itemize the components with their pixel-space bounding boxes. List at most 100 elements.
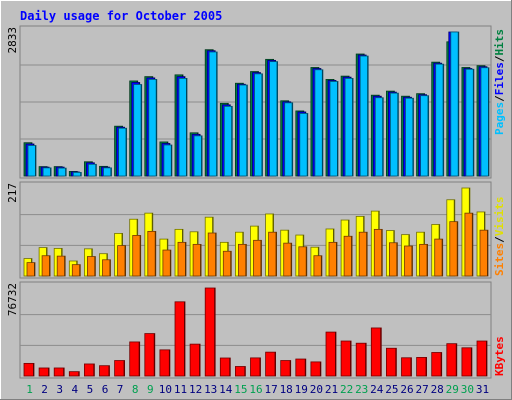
bar-kbytes-day-21 xyxy=(325,331,337,377)
bar-pages-day-22-body xyxy=(344,78,354,177)
bar-sites-day-7-body xyxy=(117,245,126,277)
bar-pages-day-1 xyxy=(27,145,37,177)
bar-sites-day-10 xyxy=(162,249,172,277)
bar-kbytes-day-8-body xyxy=(129,341,141,377)
bar-kbytes-day-11-body xyxy=(174,301,186,377)
bar-pages-day-11-body xyxy=(178,78,188,177)
bar-kbytes-day-19-body xyxy=(295,358,307,377)
bar-kbytes-day-25 xyxy=(385,347,397,377)
bar-sites-day-9 xyxy=(147,230,157,277)
bar-pages-day-2-body xyxy=(42,167,52,177)
bar-sites-day-15 xyxy=(237,243,247,277)
bar-sites-day-13-body xyxy=(207,232,217,277)
bar-kbytes-day-5-body xyxy=(84,363,95,377)
bar-pages-day-25 xyxy=(389,92,399,177)
bar-pages-day-2 xyxy=(42,167,52,177)
bar-sites-day-11-body xyxy=(177,241,187,277)
bar-pages-day-28-body xyxy=(435,63,445,177)
x-label-day-24: 24 xyxy=(370,383,384,396)
bar-kbytes-day-26 xyxy=(401,357,412,377)
bar-kbytes-day-4-body xyxy=(68,371,80,377)
bar-pages-day-15 xyxy=(238,84,248,177)
bar-kbytes-day-16 xyxy=(250,357,261,377)
bar-pages-day-27 xyxy=(420,95,430,177)
bar-pages-day-7-body xyxy=(118,127,127,177)
bar-sites-day-4 xyxy=(71,264,81,277)
bar-pages-day-4-body xyxy=(72,172,82,177)
x-label-day-13: 13 xyxy=(204,383,217,396)
bar-pages-day-19-body xyxy=(299,113,309,177)
bar-kbytes-day-28-body xyxy=(431,352,443,377)
legend-bottom: KBytes xyxy=(493,336,506,376)
chart-title: Daily usage for October 2005 xyxy=(20,9,222,23)
bar-sites-day-27 xyxy=(419,243,429,277)
x-label-day-8: 8 xyxy=(132,383,139,396)
bar-kbytes-day-18-body xyxy=(280,360,292,377)
bar-pages-day-5-body xyxy=(88,163,97,177)
x-label-day-25: 25 xyxy=(385,383,398,396)
bar-sites-day-19-body xyxy=(298,246,308,277)
x-label-day-3: 3 xyxy=(56,383,63,396)
bar-sites-day-30 xyxy=(464,212,474,277)
bar-pages-day-13-body xyxy=(208,51,218,177)
bar-kbytes-day-13 xyxy=(204,287,216,377)
x-label-day-22: 22 xyxy=(340,383,353,396)
bar-pages-day-18 xyxy=(284,102,294,177)
bar-sites-day-3-body xyxy=(56,255,66,277)
bar-kbytes-day-1-body xyxy=(23,362,35,377)
bar-kbytes-day-7 xyxy=(114,360,125,377)
bar-sites-day-14 xyxy=(222,250,232,277)
bar-sites-day-1-body xyxy=(26,262,36,277)
x-label-day-31: 31 xyxy=(476,383,489,396)
bar-sites-day-31 xyxy=(479,229,489,277)
bar-pages-day-13 xyxy=(208,51,218,177)
bar-pages-day-21 xyxy=(329,81,339,177)
x-label-day-4: 4 xyxy=(71,383,78,396)
bar-pages-day-6-body xyxy=(103,167,112,177)
bottom-panel-max-label: 76732 xyxy=(6,283,19,316)
bar-sites-day-2-body xyxy=(41,255,51,277)
bar-pages-day-6 xyxy=(103,167,112,177)
legend-sep-1: / xyxy=(493,95,506,102)
bar-kbytes-day-5 xyxy=(84,363,95,377)
bar-pages-day-28 xyxy=(435,63,445,177)
bar-sites-day-26 xyxy=(404,245,413,277)
bar-kbytes-day-12 xyxy=(189,343,201,377)
bar-kbytes-day-22-body xyxy=(340,340,352,377)
bar-pages-day-29-body xyxy=(450,31,460,177)
x-label-day-7: 7 xyxy=(117,383,124,396)
bar-sites-day-28-body xyxy=(434,238,444,277)
bar-kbytes-day-8 xyxy=(129,341,141,377)
bar-sites-day-8-body xyxy=(132,235,142,277)
bar-kbytes-day-18 xyxy=(280,360,292,377)
bar-pages-day-8-body xyxy=(133,84,143,177)
bar-sites-day-29-body xyxy=(449,221,459,277)
bar-kbytes-day-10 xyxy=(159,349,171,377)
bar-sites-day-24-body xyxy=(373,228,383,277)
bar-kbytes-day-9 xyxy=(144,333,156,377)
bar-kbytes-day-16-body xyxy=(250,357,261,377)
bar-sites-day-28 xyxy=(434,238,444,277)
bar-sites-day-26-body xyxy=(404,245,413,277)
bar-pages-day-16-body xyxy=(254,73,263,177)
bar-pages-day-18-body xyxy=(284,102,294,177)
bars-layer xyxy=(23,31,490,377)
bar-pages-day-24 xyxy=(374,97,384,177)
bar-kbytes-day-29 xyxy=(446,343,458,377)
bar-sites-day-12 xyxy=(192,243,202,277)
bar-sites-day-25 xyxy=(388,242,398,277)
bar-sites-day-9-body xyxy=(147,230,157,277)
x-label-day-26: 26 xyxy=(400,383,413,396)
bar-pages-day-14 xyxy=(223,105,233,177)
x-label-day-5: 5 xyxy=(87,383,94,396)
bar-kbytes-day-29-body xyxy=(446,343,458,377)
bar-sites-day-18-body xyxy=(283,242,293,277)
x-label-day-15: 15 xyxy=(234,383,247,396)
bar-sites-day-6-body xyxy=(102,259,111,277)
bar-pages-day-31 xyxy=(480,67,490,177)
x-label-day-30: 30 xyxy=(461,383,474,396)
bar-kbytes-day-15 xyxy=(234,366,246,377)
bar-kbytes-day-17-body xyxy=(265,351,277,377)
bar-pages-day-7 xyxy=(118,127,127,177)
